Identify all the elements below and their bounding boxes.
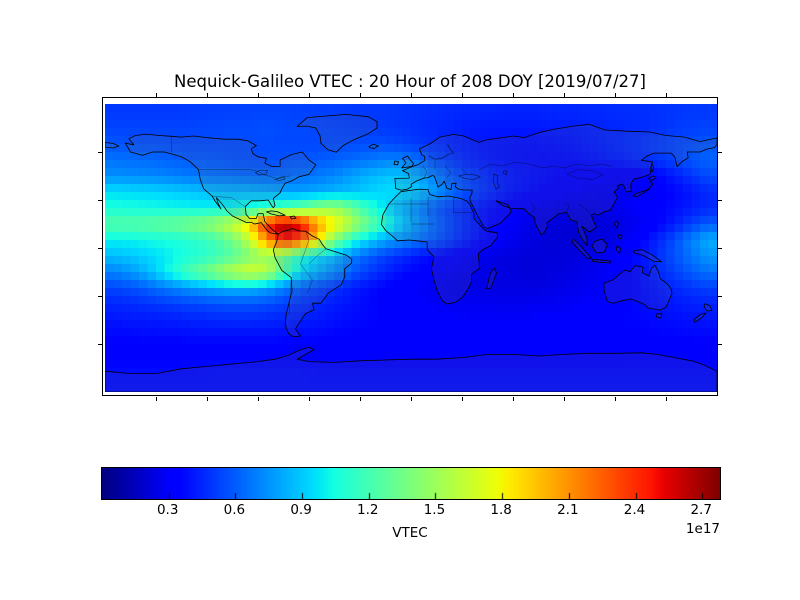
sulawesi-outline [616,245,621,254]
lakes-erie-ontario-outline [273,176,286,181]
new-guinea-outline [633,249,662,263]
graticule-tick [207,397,208,401]
coastlines-overlay [105,114,717,392]
baltic-sea-outline [428,144,455,160]
graticule-tick [98,344,102,345]
graticule-tick [718,200,722,201]
sakhalin-outline [650,163,654,173]
colorbar-gradient-canvas [102,468,720,499]
graticule-tick [98,152,102,153]
graticule-tick [718,296,722,297]
colorbar-tick-label: 2.7 [690,502,712,518]
colorbar-tick-label: 0.9 [290,502,312,518]
colorbar-offset-label: 1e17 [685,521,720,537]
mindanao-outline [617,234,623,240]
colorbar-tick-label: 0.6 [223,502,246,518]
cuba-outline [266,210,286,217]
graticule-tick [156,397,157,401]
lake-superior-outline [254,169,268,176]
graticule-tick [258,93,259,97]
graticule-tick [615,397,616,401]
graticule-tick [98,200,102,201]
antarctica-outline [105,346,717,392]
graticule-tick [309,397,310,401]
north-america-outline [125,133,317,235]
graticule-tick [615,93,616,97]
colorbar-tick-label: 2.4 [623,502,646,518]
graticule-tick [718,152,722,153]
graticule-tick [207,93,208,97]
africa-outline [380,188,499,305]
sumatra-outline [571,238,592,259]
south-america-outline [272,228,353,338]
graticule-tick [309,93,310,97]
borneo-outline [591,238,608,254]
caspian-sea-outline [493,173,500,190]
graticule-tick [360,93,361,97]
colorbar [101,467,721,500]
graticule-tick [360,397,361,401]
graticule-tick [156,93,157,97]
graticule-tick [462,397,463,401]
australia-outline [603,264,673,311]
graticule-tick [564,397,565,401]
java-outline [592,259,611,264]
colorbar-tick-label: 2.1 [557,502,579,518]
country-borders [171,136,612,315]
madagascar-outline [486,267,497,290]
graticule-tick [666,93,667,97]
colorbar-tick-label: 1.2 [357,502,379,518]
plot-title: Nequick-Galileo VTEC : 20 Hour of 208 DO… [174,72,646,91]
vtec-heatmap-canvas [105,104,717,392]
iceland-outline [368,143,379,149]
honshu-outline [632,181,654,198]
graticule-tick [564,93,565,97]
graticule-tick [666,397,667,401]
graticule-tick [411,93,412,97]
graticule-tick [258,397,259,401]
black-sea-outline [457,174,481,180]
graticule-tick [718,248,722,249]
eurasia-outline [394,123,717,246]
graticule-tick [411,397,412,401]
uk-outline [401,155,414,169]
graticule-tick [462,93,463,97]
aral-sea-outline [503,170,508,175]
tasmania-outline [655,313,663,319]
graticule-tick [513,93,514,97]
nz-north-island-outline [703,303,713,312]
colorbar-tick-label: 1.8 [490,502,512,518]
chukotka-outline [105,142,120,149]
colorbar-tick-label: 0.3 [156,502,179,518]
graticule-tick [513,397,514,401]
luzon-outline [614,220,619,229]
hokkaido-outline [648,175,657,181]
ireland-outline [393,160,399,166]
graticule-tick [718,344,722,345]
hispaniola-outline [289,215,297,220]
greenland-outline [296,114,378,153]
nz-south-island-outline [693,312,707,323]
colorbar-axis-label: VTEC [392,525,428,541]
graticule-tick [98,248,102,249]
graticule-tick [98,296,102,297]
colorbar-tick-label: 1.5 [423,502,446,518]
